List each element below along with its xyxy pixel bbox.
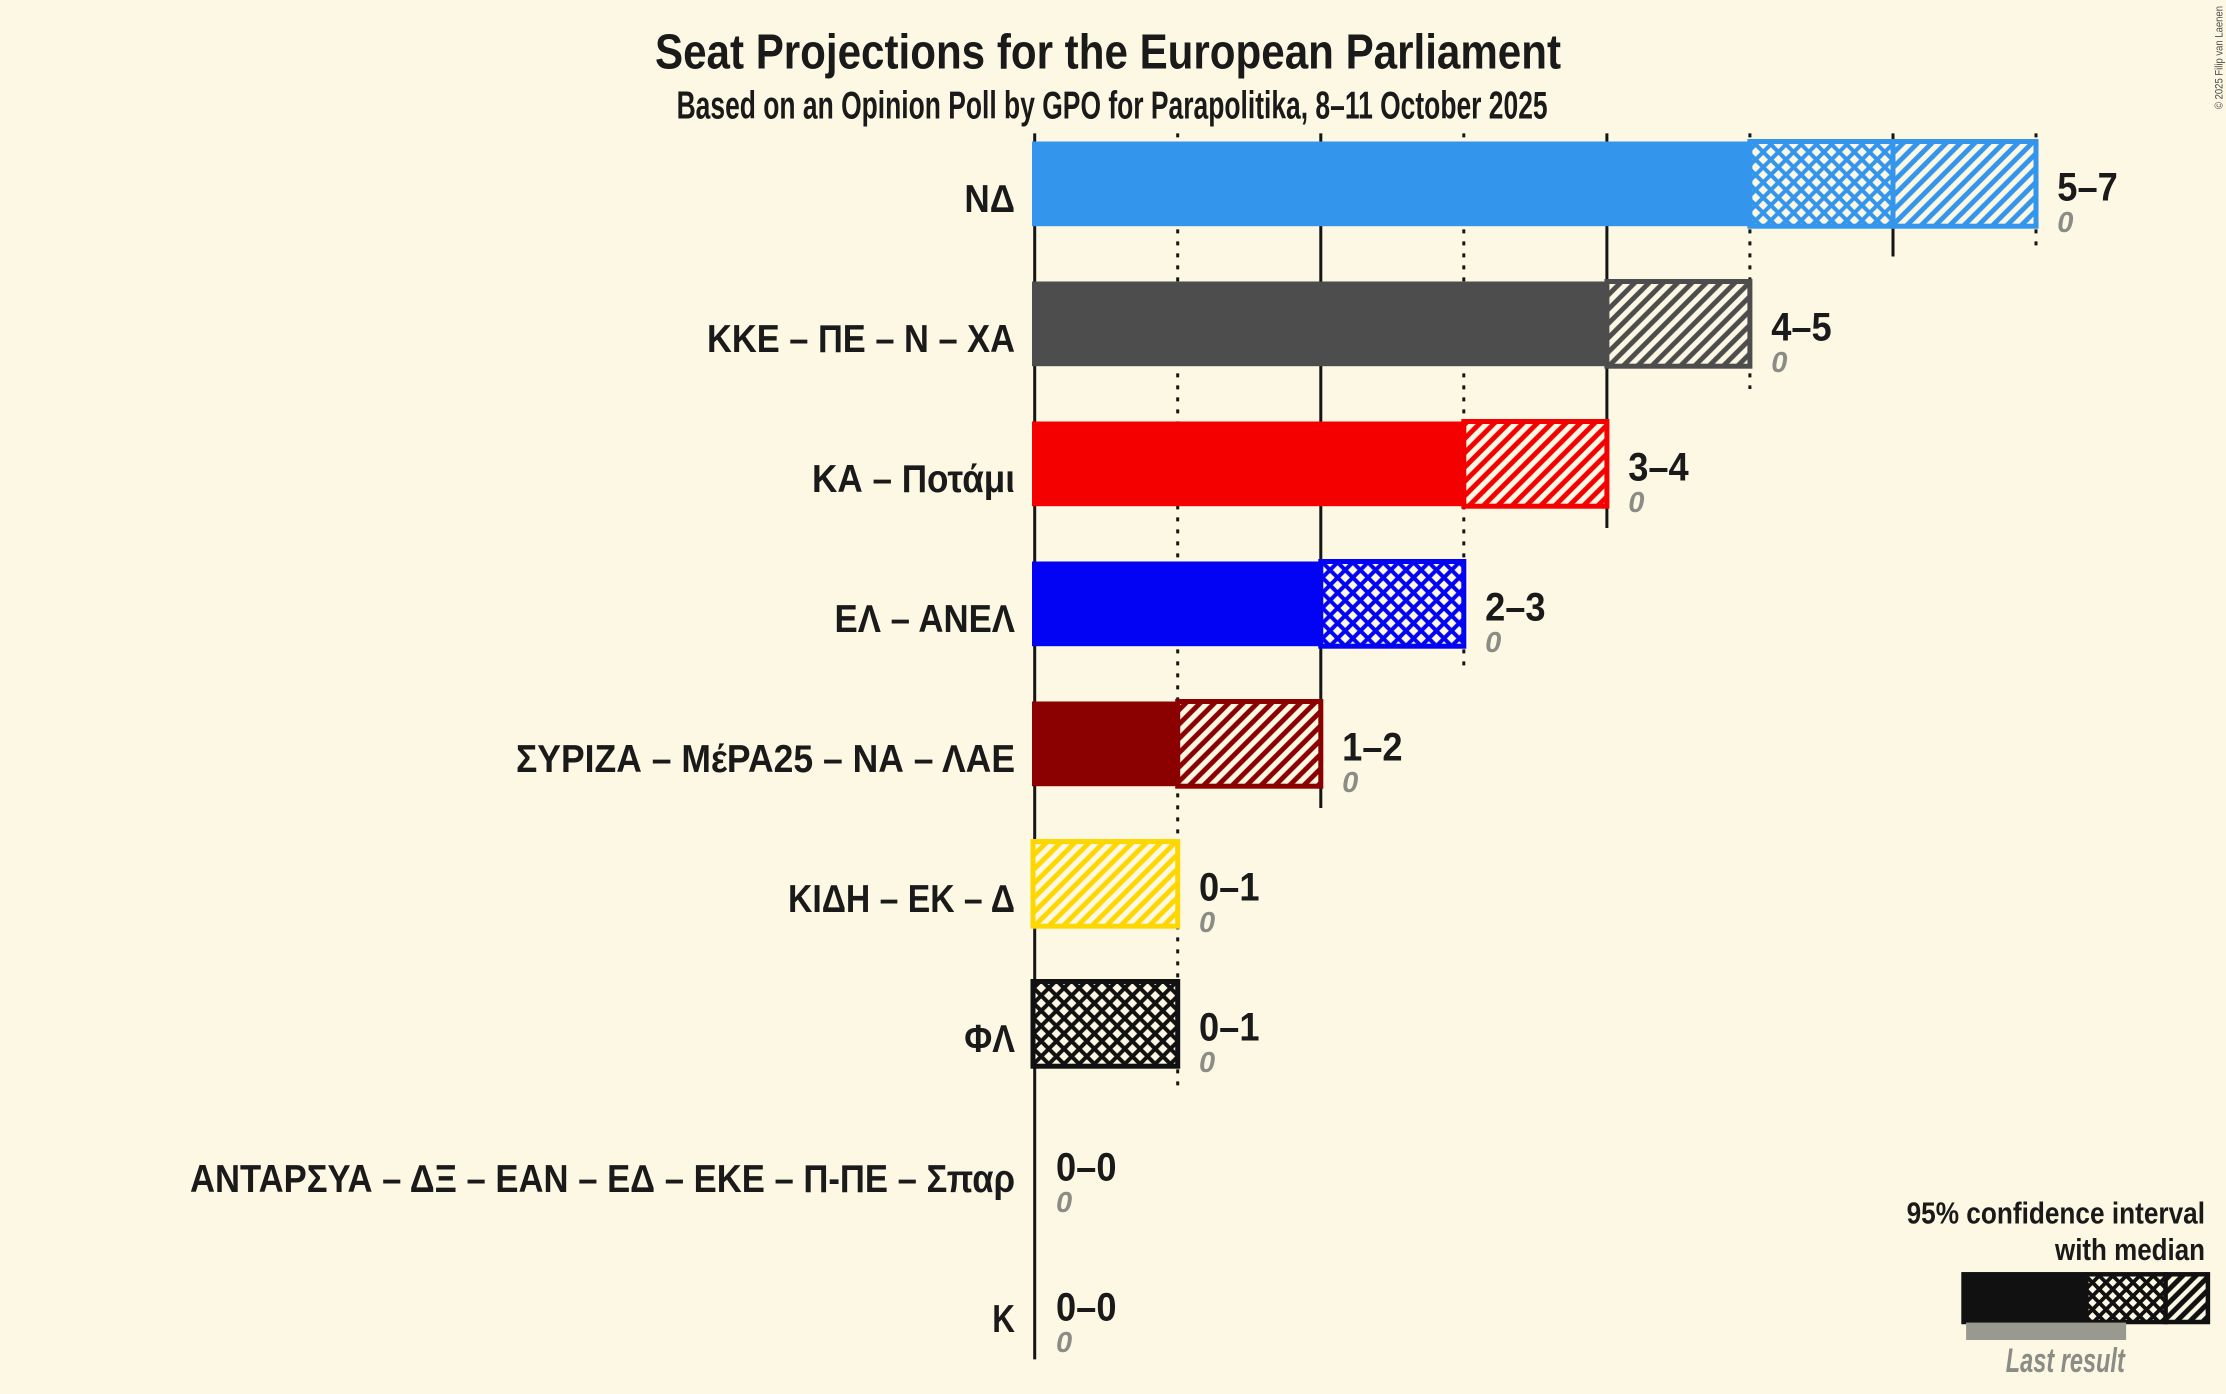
- svg-text:ΑΝΤΑΡΣΥΑ – ΔΞ – ΕΑΝ – ΕΔ – ΕΚΕ: ΑΝΤΑΡΣΥΑ – ΔΞ – ΕΑΝ – ΕΔ – ΕΚΕ – Π-ΠΕ – …: [190, 1158, 1015, 1201]
- svg-text:2–3: 2–3: [1485, 585, 1546, 629]
- svg-text:0: 0: [1056, 1327, 1072, 1359]
- svg-text:ΦΛ: ΦΛ: [964, 1018, 1015, 1061]
- svg-text:ΕΛ – ΑΝΕΛ: ΕΛ – ΑΝΕΛ: [835, 598, 1016, 641]
- svg-text:ΚΙΔΗ – ΕΚ – Δ: ΚΙΔΗ – ΕΚ – Δ: [788, 878, 1015, 921]
- svg-text:0–1: 0–1: [1199, 865, 1260, 909]
- svg-text:with median: with median: [2054, 1232, 2205, 1267]
- svg-text:Κ: Κ: [992, 1298, 1015, 1341]
- svg-text:0: 0: [1056, 1187, 1072, 1219]
- svg-text:Seat Projections for the Europ: Seat Projections for the European Parlia…: [655, 25, 1561, 80]
- svg-text:Last result: Last result: [2006, 1342, 2126, 1380]
- svg-text:0: 0: [1199, 907, 1215, 939]
- svg-text:0: 0: [1342, 767, 1358, 799]
- svg-text:5–7: 5–7: [2057, 165, 2118, 209]
- svg-text:3–4: 3–4: [1628, 445, 1689, 489]
- svg-text:ΚΚΕ – ΠΕ – Ν – ΧΑ: ΚΚΕ – ΠΕ – Ν – ΧΑ: [707, 318, 1015, 361]
- svg-text:0: 0: [1771, 347, 1787, 379]
- svg-text:0: 0: [1628, 487, 1644, 519]
- svg-text:0: 0: [2057, 207, 2073, 239]
- svg-text:1–2: 1–2: [1342, 725, 1403, 769]
- svg-text:0–1: 0–1: [1199, 1005, 1260, 1049]
- svg-text:ΝΔ: ΝΔ: [964, 178, 1015, 221]
- svg-text:0: 0: [1199, 1047, 1215, 1079]
- svg-text:0–0: 0–0: [1056, 1285, 1117, 1329]
- svg-text:0–0: 0–0: [1056, 1145, 1117, 1189]
- svg-text:© 2025 Filip van Laenen: © 2025 Filip van Laenen: [2214, 6, 2226, 109]
- svg-text:ΚΑ – Ποτάμι: ΚΑ – Ποτάμι: [812, 458, 1015, 501]
- svg-text:ΣΥΡΙΖΑ – ΜέΡΑ25 – ΝΑ – ΛΑΕ: ΣΥΡΙΖΑ – ΜέΡΑ25 – ΝΑ – ΛΑΕ: [516, 738, 1015, 781]
- svg-text:95% confidence interval: 95% confidence interval: [1907, 1196, 2205, 1231]
- svg-text:0: 0: [1485, 627, 1501, 659]
- svg-text:4–5: 4–5: [1771, 305, 1832, 349]
- svg-text:Based on an Opinion Poll by GP: Based on an Opinion Poll by GPO for Para…: [677, 84, 1548, 127]
